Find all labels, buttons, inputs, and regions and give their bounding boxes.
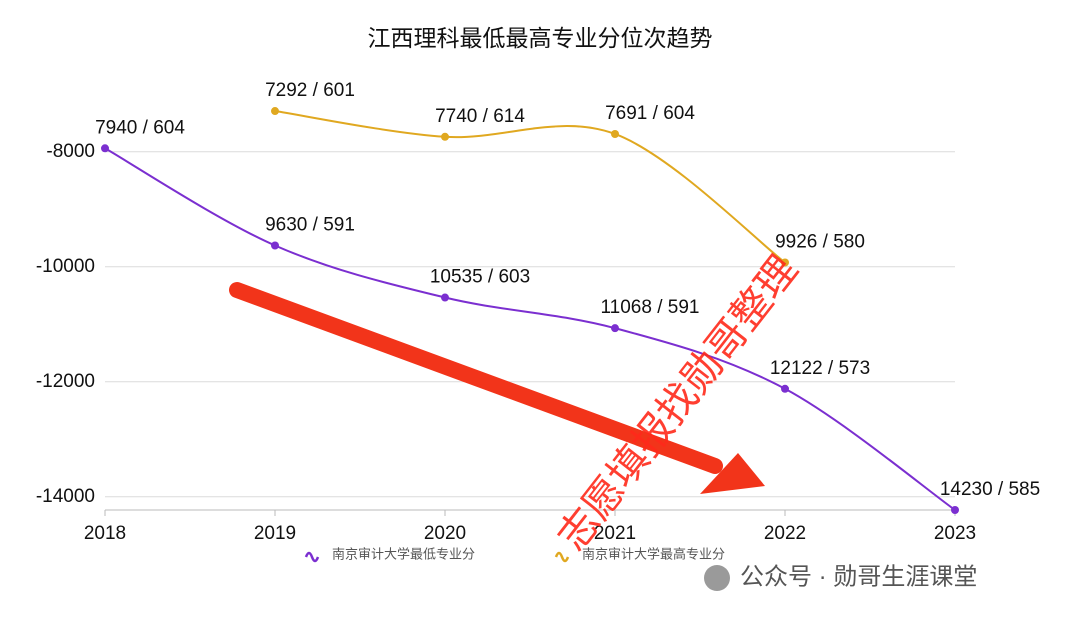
data-label: 7292 / 601 xyxy=(265,80,355,101)
data-point xyxy=(611,324,619,333)
footer-text: 公众号 · 勋哥生涯课堂 xyxy=(740,563,977,590)
legend-label: 南京审计大学最低专业分 xyxy=(332,546,475,561)
series-line xyxy=(274,110,786,264)
y-tick-label: -12000 xyxy=(36,371,95,392)
arrow xyxy=(229,282,765,494)
plot: -8000 -10000 -12000 -14000 2018 2019 2020 2021 2… xyxy=(36,80,1040,563)
data-label: 10535 / 603 xyxy=(430,267,530,288)
x-tick-label: 2020 xyxy=(424,523,466,544)
y-tick-label: -10000 xyxy=(36,256,95,277)
data-point xyxy=(441,293,449,302)
x-tick-label: 2019 xyxy=(254,523,296,544)
data-label: 11068 / 591 xyxy=(601,297,700,318)
data-point xyxy=(441,132,449,141)
data-point xyxy=(611,129,619,138)
data-point xyxy=(951,506,959,514)
data-label: 9926 / 580 xyxy=(775,232,865,253)
x-tick-label: 2022 xyxy=(764,523,806,544)
data-point xyxy=(781,258,789,267)
y-tick-label: -14000 xyxy=(36,486,95,507)
data-point xyxy=(271,107,279,116)
x-tick-label: 2021 xyxy=(594,523,636,544)
data-label: 14230 / 585 xyxy=(940,479,1040,500)
y-tick-label: -8000 xyxy=(46,141,95,162)
legend-icon xyxy=(304,551,320,563)
data-point xyxy=(271,241,279,250)
data-label: 12122 / 573 xyxy=(770,358,870,379)
data-point xyxy=(101,144,109,153)
legend-icon xyxy=(554,551,570,563)
x-tick-label: 2023 xyxy=(934,523,976,544)
series-line xyxy=(104,147,956,511)
data-point xyxy=(781,384,789,393)
arrow-head xyxy=(700,453,765,494)
chart-title: 江西理科最低最高专业分位次趋势 xyxy=(368,25,713,51)
data-label: 9630 / 591 xyxy=(265,215,355,236)
legend-label: 南京审计大学最高专业分 xyxy=(582,546,725,561)
data-label: 7740 / 614 xyxy=(435,106,525,127)
wechat-icon xyxy=(704,565,730,591)
arrow-shaft xyxy=(229,282,723,474)
data-label: 7691 / 604 xyxy=(605,103,695,124)
data-label: 7940 / 604 xyxy=(95,117,185,138)
x-tick-label: 2018 xyxy=(84,523,126,544)
